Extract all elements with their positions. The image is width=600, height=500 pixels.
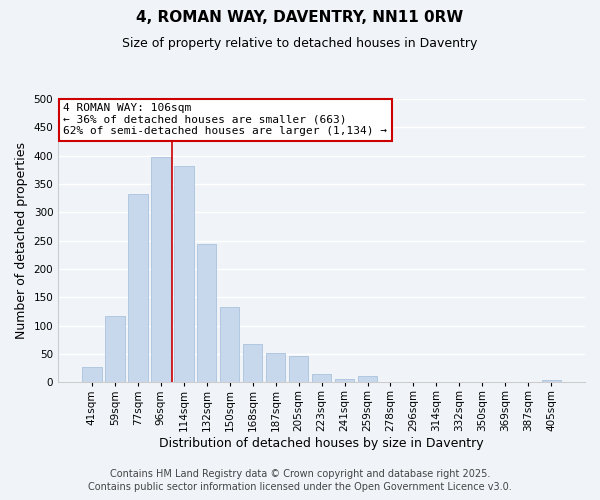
Bar <box>174 166 194 382</box>
Bar <box>358 376 377 382</box>
Bar <box>542 380 561 382</box>
Text: Contains HM Land Registry data © Crown copyright and database right 2025.
Contai: Contains HM Land Registry data © Crown c… <box>88 470 512 492</box>
Bar <box>82 367 101 382</box>
Bar <box>289 356 308 382</box>
Text: Size of property relative to detached houses in Daventry: Size of property relative to detached ho… <box>122 38 478 51</box>
Bar <box>335 379 355 382</box>
Y-axis label: Number of detached properties: Number of detached properties <box>15 142 28 339</box>
Bar <box>243 344 262 383</box>
Bar <box>266 354 286 382</box>
Bar <box>220 307 239 382</box>
X-axis label: Distribution of detached houses by size in Daventry: Distribution of detached houses by size … <box>159 437 484 450</box>
Bar <box>312 374 331 382</box>
Bar <box>197 244 217 382</box>
Bar <box>151 158 170 382</box>
Text: 4 ROMAN WAY: 106sqm
← 36% of detached houses are smaller (663)
62% of semi-detac: 4 ROMAN WAY: 106sqm ← 36% of detached ho… <box>64 104 388 136</box>
Bar <box>105 316 125 382</box>
Bar <box>128 194 148 382</box>
Text: 4, ROMAN WAY, DAVENTRY, NN11 0RW: 4, ROMAN WAY, DAVENTRY, NN11 0RW <box>136 10 464 25</box>
